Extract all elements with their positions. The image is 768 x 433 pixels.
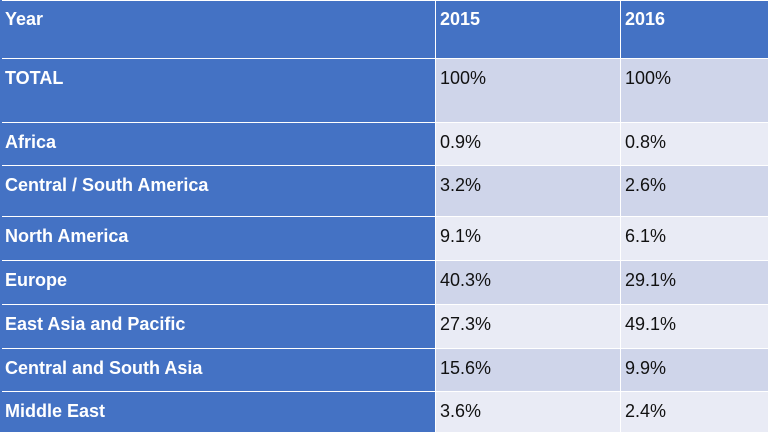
table-row: Africa 0.9% 0.8% [1, 123, 768, 166]
table-row: North America 9.1% 6.1% [1, 217, 768, 261]
cell-2016: 2.6% [621, 166, 768, 217]
header-2016: 2016 [621, 1, 768, 59]
table-header-row: Year 2015 2016 [1, 1, 768, 59]
table-left-border [0, 0, 2, 432]
cell-2015: 0.9% [436, 123, 621, 166]
cell-2015: 40.3% [436, 261, 621, 305]
table-row: Central / South America 3.2% 2.6% [1, 166, 768, 217]
cell-2016: 6.1% [621, 217, 768, 261]
row-label: North America [1, 217, 436, 261]
table-row: Central and South Asia 15.6% 9.9% [1, 349, 768, 392]
row-label: Central / South America [1, 166, 436, 217]
row-label: Africa [1, 123, 436, 166]
cell-2015: 3.2% [436, 166, 621, 217]
header-2015: 2015 [436, 1, 621, 59]
table-row: Middle East 3.6% 2.4% [1, 392, 768, 433]
cell-2016: 100% [621, 59, 768, 123]
cell-2016: 49.1% [621, 305, 768, 349]
cell-2016: 29.1% [621, 261, 768, 305]
cell-2015: 100% [436, 59, 621, 123]
cell-2015: 15.6% [436, 349, 621, 392]
table-row: Europe 40.3% 29.1% [1, 261, 768, 305]
cell-2015: 27.3% [436, 305, 621, 349]
cell-2016: 0.8% [621, 123, 768, 166]
table-row: East Asia and Pacific 27.3% 49.1% [1, 305, 768, 349]
row-label: Middle East [1, 392, 436, 433]
cell-2016: 9.9% [621, 349, 768, 392]
row-label: East Asia and Pacific [1, 305, 436, 349]
row-label: Central and South Asia [1, 349, 436, 392]
cell-2016: 2.4% [621, 392, 768, 433]
cell-2015: 3.6% [436, 392, 621, 433]
table-row: TOTAL 100% 100% [1, 59, 768, 123]
row-label: TOTAL [1, 59, 436, 123]
cell-2015: 9.1% [436, 217, 621, 261]
row-label: Europe [1, 261, 436, 305]
header-year: Year [1, 1, 436, 59]
